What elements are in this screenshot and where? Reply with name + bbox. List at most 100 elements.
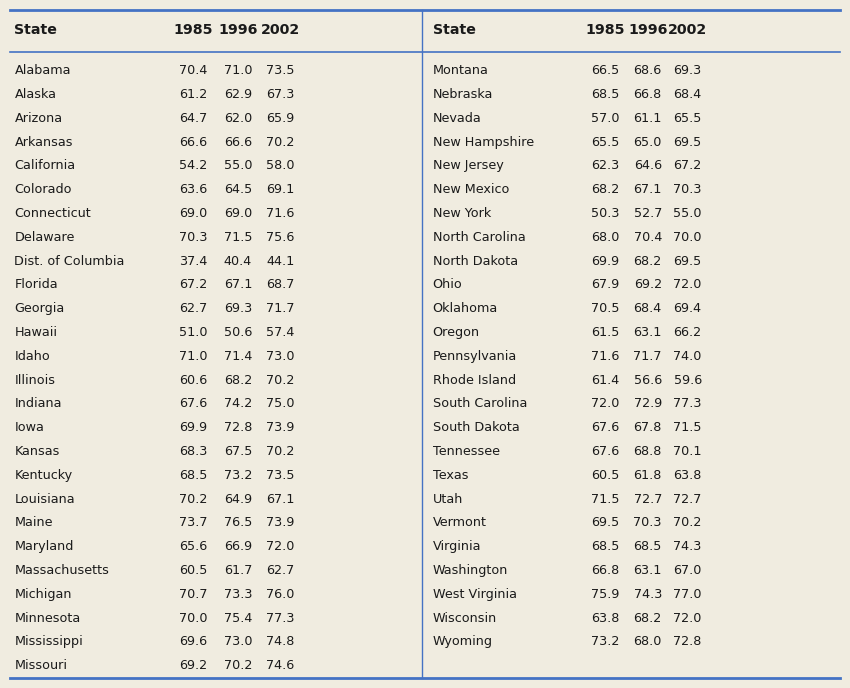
Text: 2002: 2002 — [668, 23, 707, 37]
Text: 67.6: 67.6 — [591, 421, 620, 434]
Text: 67.1: 67.1 — [633, 183, 662, 196]
Text: Oklahoma: Oklahoma — [433, 302, 498, 315]
Text: 52.7: 52.7 — [633, 207, 662, 220]
Text: 2002: 2002 — [261, 23, 300, 37]
Text: 72.0: 72.0 — [673, 612, 702, 625]
Text: Louisiana: Louisiana — [14, 493, 75, 506]
Text: 67.2: 67.2 — [178, 279, 207, 291]
Text: New Jersey: New Jersey — [433, 160, 503, 172]
Text: 63.1: 63.1 — [633, 326, 662, 339]
Text: 62.9: 62.9 — [224, 88, 252, 101]
Text: Nevada: Nevada — [433, 111, 481, 125]
Text: 70.4: 70.4 — [633, 230, 662, 244]
Text: 68.6: 68.6 — [633, 64, 662, 77]
Text: 61.5: 61.5 — [591, 326, 620, 339]
Text: 73.9: 73.9 — [266, 517, 295, 530]
Text: 66.2: 66.2 — [673, 326, 702, 339]
Text: Arkansas: Arkansas — [14, 136, 73, 149]
Text: Dist. of Columbia: Dist. of Columbia — [14, 255, 125, 268]
Text: 73.9: 73.9 — [266, 421, 295, 434]
Text: 70.4: 70.4 — [178, 64, 207, 77]
Text: Texas: Texas — [433, 469, 468, 482]
Text: 62.7: 62.7 — [178, 302, 207, 315]
Text: 68.0: 68.0 — [591, 230, 620, 244]
Text: 69.3: 69.3 — [224, 302, 252, 315]
Text: 72.0: 72.0 — [266, 540, 295, 553]
Text: Mississippi: Mississippi — [14, 636, 83, 649]
Text: 68.2: 68.2 — [633, 255, 662, 268]
Text: 68.5: 68.5 — [178, 469, 207, 482]
Text: 68.2: 68.2 — [633, 612, 662, 625]
Text: 55.0: 55.0 — [673, 207, 702, 220]
Text: 71.4: 71.4 — [224, 350, 252, 363]
Text: 50.6: 50.6 — [224, 326, 252, 339]
Text: North Carolina: North Carolina — [433, 230, 525, 244]
Text: 68.2: 68.2 — [224, 374, 252, 387]
Text: Kansas: Kansas — [14, 445, 60, 458]
Text: 66.8: 66.8 — [591, 564, 620, 577]
Text: 55.0: 55.0 — [224, 160, 252, 172]
Text: 71.6: 71.6 — [591, 350, 620, 363]
Text: Ohio: Ohio — [433, 279, 462, 291]
Text: 64.6: 64.6 — [633, 160, 662, 172]
Text: 67.1: 67.1 — [266, 493, 295, 506]
Text: 66.8: 66.8 — [633, 88, 662, 101]
Text: 58.0: 58.0 — [266, 160, 295, 172]
Text: 60.5: 60.5 — [178, 564, 207, 577]
Text: 71.0: 71.0 — [224, 64, 252, 77]
Text: New Hampshire: New Hampshire — [433, 136, 534, 149]
Text: 68.7: 68.7 — [266, 279, 295, 291]
Text: 72.7: 72.7 — [633, 493, 662, 506]
Text: Pennsylvania: Pennsylvania — [433, 350, 517, 363]
Text: 74.8: 74.8 — [266, 636, 295, 649]
Text: 74.3: 74.3 — [633, 588, 662, 601]
Text: 63.8: 63.8 — [591, 612, 620, 625]
Text: 75.0: 75.0 — [266, 398, 295, 411]
Text: 57.0: 57.0 — [591, 111, 620, 125]
Text: 72.9: 72.9 — [633, 398, 662, 411]
Text: 1996: 1996 — [628, 23, 667, 37]
Text: 61.7: 61.7 — [224, 564, 252, 577]
Text: 69.1: 69.1 — [266, 183, 295, 196]
Text: Florida: Florida — [14, 279, 58, 291]
Text: 68.4: 68.4 — [673, 88, 702, 101]
Text: 68.3: 68.3 — [178, 445, 207, 458]
Text: 70.2: 70.2 — [266, 136, 295, 149]
Text: 72.0: 72.0 — [673, 279, 702, 291]
Text: Wyoming: Wyoming — [433, 636, 493, 649]
Text: Hawaii: Hawaii — [14, 326, 58, 339]
Text: 67.3: 67.3 — [266, 88, 295, 101]
Text: Vermont: Vermont — [433, 517, 487, 530]
Text: 73.0: 73.0 — [224, 636, 252, 649]
Text: 1996: 1996 — [218, 23, 258, 37]
Text: 72.7: 72.7 — [673, 493, 702, 506]
Text: 63.6: 63.6 — [178, 183, 207, 196]
Text: 57.4: 57.4 — [266, 326, 295, 339]
Text: North Dakota: North Dakota — [433, 255, 518, 268]
Text: Alaska: Alaska — [14, 88, 56, 101]
Text: 71.5: 71.5 — [224, 230, 252, 244]
Text: 40.4: 40.4 — [224, 255, 252, 268]
Text: 74.3: 74.3 — [673, 540, 702, 553]
Text: New Mexico: New Mexico — [433, 183, 509, 196]
Text: 70.3: 70.3 — [178, 230, 207, 244]
Text: 44.1: 44.1 — [266, 255, 295, 268]
Text: 68.5: 68.5 — [591, 540, 620, 553]
Text: California: California — [14, 160, 76, 172]
Text: 72.8: 72.8 — [673, 636, 702, 649]
Text: 56.6: 56.6 — [633, 374, 662, 387]
Text: Oregon: Oregon — [433, 326, 479, 339]
Text: Rhode Island: Rhode Island — [433, 374, 516, 387]
Text: 69.5: 69.5 — [673, 255, 702, 268]
Text: 68.5: 68.5 — [633, 540, 662, 553]
Text: 76.0: 76.0 — [266, 588, 295, 601]
Text: 65.6: 65.6 — [178, 540, 207, 553]
Text: Colorado: Colorado — [14, 183, 72, 196]
Text: 68.0: 68.0 — [633, 636, 662, 649]
Text: Georgia: Georgia — [14, 302, 65, 315]
Text: 72.0: 72.0 — [591, 398, 620, 411]
Text: 69.2: 69.2 — [178, 659, 207, 672]
Text: South Dakota: South Dakota — [433, 421, 519, 434]
Text: 51.0: 51.0 — [178, 326, 207, 339]
Text: 70.2: 70.2 — [178, 493, 207, 506]
